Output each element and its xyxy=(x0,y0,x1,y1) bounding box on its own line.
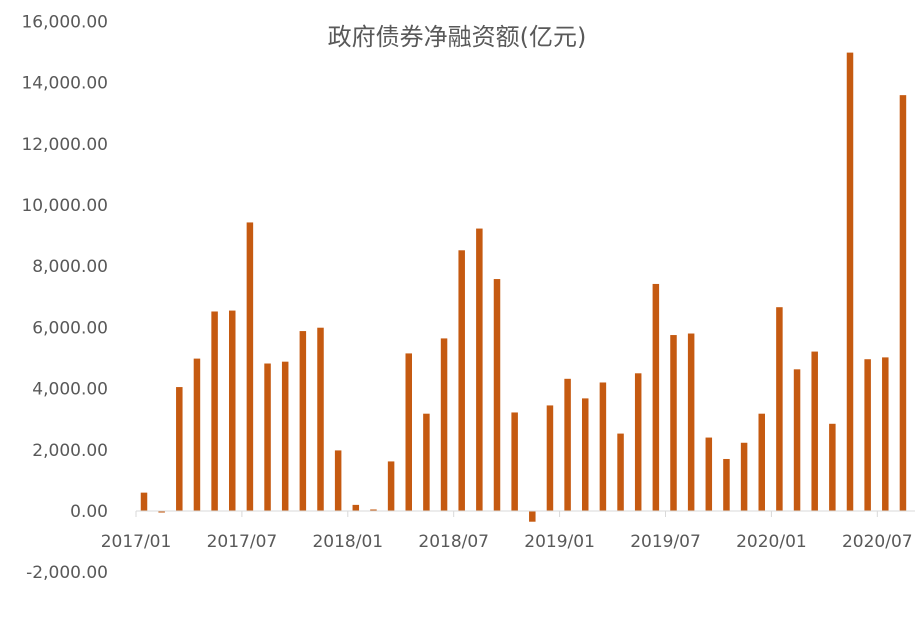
bar xyxy=(617,433,624,511)
bar xyxy=(211,311,218,511)
bar xyxy=(317,327,324,511)
bar xyxy=(193,358,201,511)
bar xyxy=(652,283,660,511)
y-tick-label: 6,000.00 xyxy=(32,318,108,338)
bar xyxy=(158,511,165,513)
x-tick-label: 2018/07 xyxy=(418,532,489,552)
bar xyxy=(793,369,801,511)
bar xyxy=(723,458,730,511)
y-tick-label: 14,000.00 xyxy=(21,74,108,94)
bar xyxy=(387,461,395,511)
bar xyxy=(864,359,871,511)
y-tick-label: 0.00 xyxy=(70,502,108,522)
bar xyxy=(529,511,536,522)
bars xyxy=(140,52,907,522)
bar xyxy=(705,437,713,511)
y-tick-label: 16,000.00 xyxy=(21,12,108,32)
bar xyxy=(776,307,783,511)
y-axis-labels: -2,000.00 0.00 2,000.00 4,000.00 6,000.00 8,0… xyxy=(21,12,108,583)
x-axis-ticks xyxy=(135,511,878,517)
bar xyxy=(476,228,483,511)
x-axis-labels: 2017/01 2017/07 2018/01 2018/07 2019/01 2019/… xyxy=(101,532,913,552)
bar xyxy=(176,387,183,511)
x-tick-label: 2017/07 xyxy=(207,532,278,552)
bar xyxy=(246,222,254,511)
chart-title: 政府债券净融资额(亿元) xyxy=(328,23,587,51)
bar xyxy=(546,405,554,511)
bar xyxy=(582,398,589,511)
y-tick-label: 8,000.00 xyxy=(32,257,108,277)
x-tick-label: 2018/01 xyxy=(312,532,383,552)
bar xyxy=(634,373,642,511)
bar xyxy=(811,351,818,511)
bar xyxy=(687,333,695,511)
bar xyxy=(899,95,907,511)
bar xyxy=(493,279,501,511)
bar xyxy=(140,492,148,511)
bar xyxy=(882,357,889,511)
bar xyxy=(405,353,412,511)
bar xyxy=(299,331,307,511)
bar xyxy=(423,413,430,511)
x-tick-label: 2019/07 xyxy=(630,532,701,552)
bar xyxy=(829,423,836,511)
y-tick-label: -2,000.00 xyxy=(26,563,108,583)
bar xyxy=(352,504,360,511)
bar xyxy=(740,442,748,511)
x-tick-label: 2020/01 xyxy=(736,532,807,552)
bar xyxy=(440,338,448,511)
y-tick-label: 12,000.00 xyxy=(21,135,108,155)
bar xyxy=(599,382,607,511)
bar xyxy=(264,363,271,511)
y-tick-label: 2,000.00 xyxy=(32,441,108,461)
bar xyxy=(458,250,465,511)
bar xyxy=(670,335,677,511)
bar xyxy=(229,310,236,511)
bar xyxy=(511,412,518,511)
bar xyxy=(846,52,854,511)
x-tick-label: 2020/07 xyxy=(842,532,913,552)
y-tick-label: 4,000.00 xyxy=(32,380,108,400)
bar xyxy=(564,378,571,511)
bar xyxy=(758,413,765,511)
bar xyxy=(370,509,377,511)
x-tick-label: 2017/01 xyxy=(101,532,172,552)
x-tick-label: 2019/01 xyxy=(524,532,595,552)
y-tick-label: 10,000.00 xyxy=(21,196,108,216)
bar xyxy=(334,450,342,511)
bar xyxy=(281,361,289,511)
